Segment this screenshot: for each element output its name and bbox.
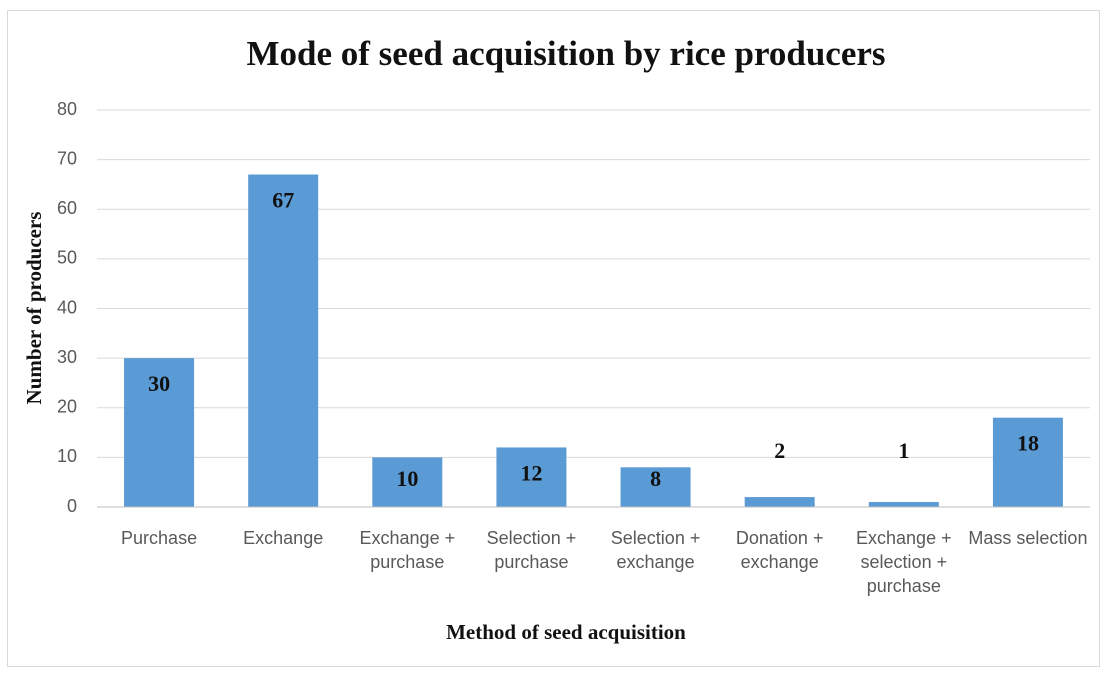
bar xyxy=(992,417,1063,507)
bar xyxy=(620,467,691,507)
x-axis-label: Method of seed acquisition xyxy=(446,620,686,644)
y-tick-label: 20 xyxy=(57,397,77,417)
bar xyxy=(496,447,567,507)
data-label: 8 xyxy=(650,466,661,491)
x-tick-label: Selection + purchase xyxy=(486,528,577,572)
x-tick-label: Selection + exchange xyxy=(610,528,701,572)
x-tick-label: Exchange + purchase xyxy=(359,528,456,572)
bar xyxy=(744,497,815,507)
y-tick-label: 10 xyxy=(57,446,77,466)
y-tick-label: 30 xyxy=(57,347,77,367)
data-label: 1 xyxy=(898,438,909,463)
y-axis-label: Number of producers xyxy=(22,212,46,405)
data-label: 2 xyxy=(774,438,785,463)
bar xyxy=(372,457,443,507)
bar xyxy=(124,358,195,507)
x-tick-label: Exchange xyxy=(243,528,324,548)
y-tick-label: 70 xyxy=(57,148,77,168)
y-tick-label: 0 xyxy=(67,496,77,516)
x-tick-label: Exchange + selection + purchase xyxy=(856,528,952,596)
y-tick-label: 80 xyxy=(57,99,77,119)
x-tick-label: Donation + exchange xyxy=(735,528,824,572)
data-label: 67 xyxy=(272,188,294,213)
x-tick-label: Purchase xyxy=(121,528,198,548)
data-label: 12 xyxy=(520,460,542,485)
data-label: 10 xyxy=(396,466,418,491)
y-tick-label: 40 xyxy=(57,297,77,317)
x-tick-label: Mass selection xyxy=(968,528,1088,548)
chart-title: Mode of seed acquisition by rice produce… xyxy=(246,34,885,73)
chart-border xyxy=(7,10,1100,667)
y-tick-label: 60 xyxy=(57,198,77,218)
data-label: 18 xyxy=(1017,431,1039,456)
data-label: 30 xyxy=(148,371,170,396)
y-tick-label: 50 xyxy=(57,248,77,268)
bar xyxy=(868,502,939,507)
bar xyxy=(248,174,319,507)
